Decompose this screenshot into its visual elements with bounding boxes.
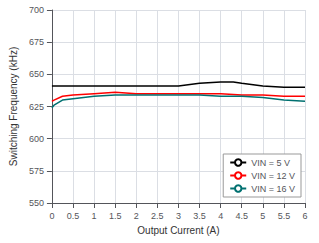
svg-text:550: 550: [29, 198, 44, 208]
svg-text:4: 4: [218, 211, 223, 221]
svg-text:6: 6: [302, 211, 307, 221]
svg-text:1.5: 1.5: [109, 211, 122, 221]
svg-text:5.5: 5.5: [278, 211, 291, 221]
svg-text:675: 675: [29, 37, 44, 47]
svg-text:575: 575: [29, 166, 44, 176]
svg-text:3.5: 3.5: [193, 211, 206, 221]
svg-text:0.5: 0.5: [67, 211, 80, 221]
svg-text:VIN = 5 V: VIN = 5 V: [251, 158, 290, 168]
svg-text:0: 0: [49, 211, 54, 221]
svg-text:Switching Frequency (kHz): Switching Frequency (kHz): [8, 47, 19, 166]
svg-text:VIN = 12 V: VIN = 12 V: [251, 171, 295, 181]
svg-text:VIN = 16 V: VIN = 16 V: [251, 184, 295, 194]
svg-text:5: 5: [260, 211, 265, 221]
svg-text:2.5: 2.5: [151, 211, 164, 221]
svg-text:650: 650: [29, 69, 44, 79]
svg-text:600: 600: [29, 134, 44, 144]
svg-text:3: 3: [176, 211, 181, 221]
svg-text:1: 1: [92, 211, 97, 221]
svg-text:700: 700: [29, 5, 44, 15]
svg-text:2: 2: [134, 211, 139, 221]
svg-text:4.5: 4.5: [235, 211, 248, 221]
svg-text:625: 625: [29, 102, 44, 112]
svg-text:Output Current (A): Output Current (A): [137, 225, 219, 236]
